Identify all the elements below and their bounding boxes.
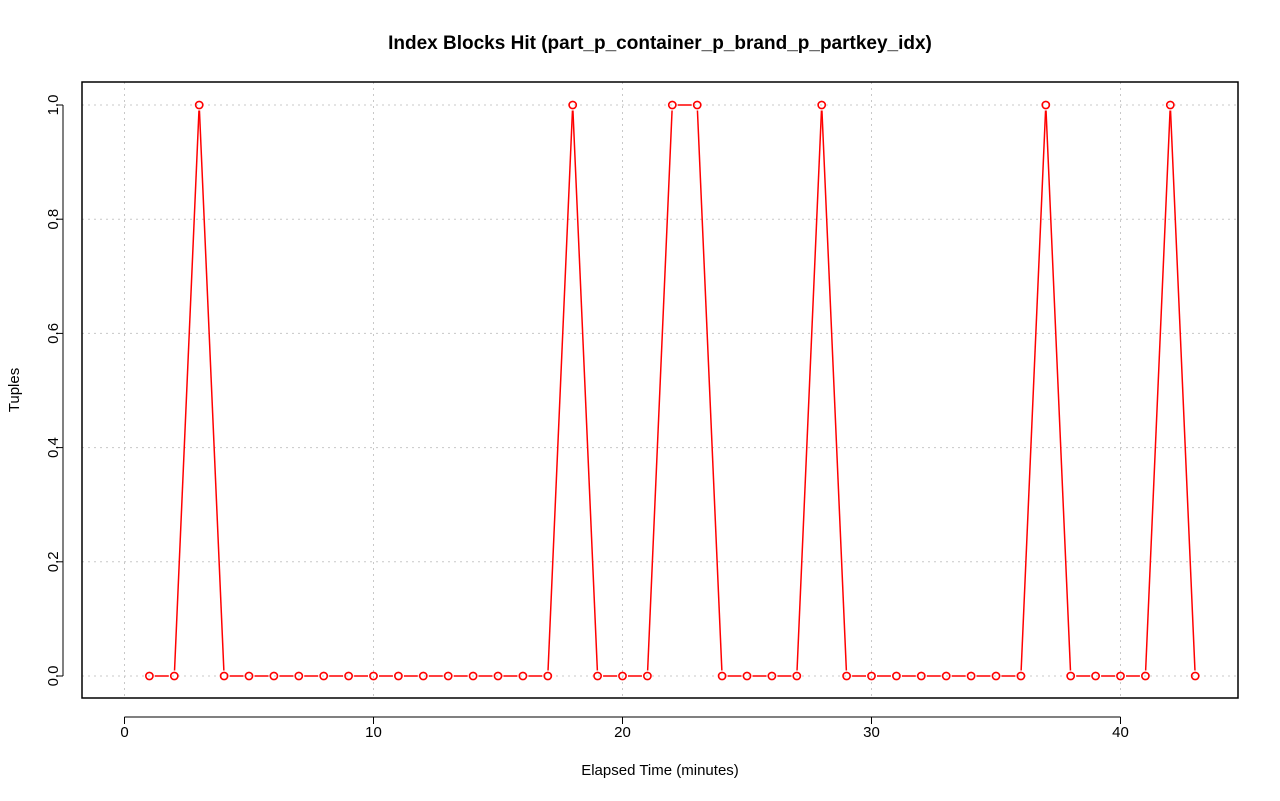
x-tick-label: 0 bbox=[120, 724, 128, 741]
data-point bbox=[842, 671, 851, 681]
data-point bbox=[219, 671, 229, 681]
series-line-segment bbox=[1144, 110, 1171, 671]
y-tick-label: 0.4 bbox=[45, 437, 62, 458]
series-line-segment bbox=[1020, 110, 1047, 671]
data-point bbox=[941, 671, 951, 681]
data-point bbox=[892, 671, 901, 681]
data-point bbox=[1066, 671, 1076, 681]
chart-title: Index Blocks Hit (part_p_container_p_bra… bbox=[388, 33, 932, 54]
data-point bbox=[767, 671, 777, 681]
data-point bbox=[443, 671, 453, 681]
data-point bbox=[319, 671, 329, 681]
x-tick-label: 20 bbox=[614, 724, 631, 741]
series-line-segment bbox=[796, 110, 823, 671]
y-tick-label: 0.6 bbox=[45, 323, 62, 344]
data-point bbox=[543, 671, 553, 681]
data-point bbox=[468, 671, 478, 681]
data-point bbox=[393, 671, 403, 681]
y-tick-label: 0.0 bbox=[45, 666, 62, 687]
data-point bbox=[867, 671, 876, 681]
data-point bbox=[344, 671, 353, 681]
data-point bbox=[294, 671, 304, 681]
series-line-segment bbox=[547, 110, 574, 671]
y-axis: 0.0 0.2 0.4 0.6 0.8 1.0 bbox=[45, 95, 64, 687]
y-tick-label: 1.0 bbox=[45, 95, 62, 116]
data-point bbox=[1091, 671, 1100, 681]
data-point bbox=[244, 671, 254, 681]
data-point bbox=[169, 671, 179, 681]
data-point bbox=[369, 671, 378, 681]
data-point bbox=[418, 671, 428, 681]
data-point bbox=[144, 671, 154, 681]
data-point bbox=[1141, 671, 1150, 681]
data-point bbox=[817, 100, 827, 110]
x-tick-label: 10 bbox=[365, 724, 382, 741]
series-line-segment bbox=[1045, 110, 1072, 671]
x-axis-label: Elapsed Time (minutes) bbox=[581, 762, 739, 779]
series-line-segment bbox=[646, 110, 673, 671]
data-point bbox=[1041, 100, 1051, 110]
x-axis: 0 10 20 30 40 bbox=[120, 716, 1129, 741]
data-point bbox=[618, 671, 627, 681]
series-line-segment bbox=[198, 110, 225, 671]
data-point bbox=[1190, 671, 1200, 681]
data-point bbox=[742, 671, 752, 681]
data-point bbox=[518, 671, 528, 681]
data-point bbox=[593, 671, 602, 681]
series-line-segment bbox=[572, 110, 599, 671]
data-point bbox=[667, 100, 677, 110]
series-line-segment bbox=[821, 110, 848, 671]
data-point bbox=[269, 671, 279, 681]
data-point bbox=[643, 671, 652, 681]
series-layer bbox=[144, 100, 1200, 681]
data-point bbox=[991, 671, 1001, 681]
y-tick-label: 0.2 bbox=[45, 551, 62, 572]
data-point bbox=[568, 100, 578, 110]
series-line-segment bbox=[696, 110, 723, 671]
x-tick-label: 30 bbox=[863, 724, 880, 741]
data-point bbox=[493, 671, 503, 681]
x-tick-label: 40 bbox=[1112, 724, 1129, 741]
data-point bbox=[1016, 671, 1026, 681]
data-point bbox=[966, 671, 976, 681]
data-point bbox=[1116, 671, 1125, 681]
data-point bbox=[792, 671, 802, 681]
y-tick-label: 0.8 bbox=[45, 209, 62, 230]
plot-frame bbox=[81, 81, 1239, 699]
grid bbox=[82, 82, 1238, 698]
data-point bbox=[692, 100, 702, 110]
data-point bbox=[916, 671, 926, 681]
series-line-segment bbox=[1169, 110, 1196, 671]
data-point bbox=[1165, 100, 1175, 110]
data-point bbox=[194, 100, 204, 110]
series-line-segment bbox=[173, 110, 200, 671]
data-point bbox=[717, 671, 727, 681]
y-axis-label: Tuples bbox=[6, 368, 23, 412]
